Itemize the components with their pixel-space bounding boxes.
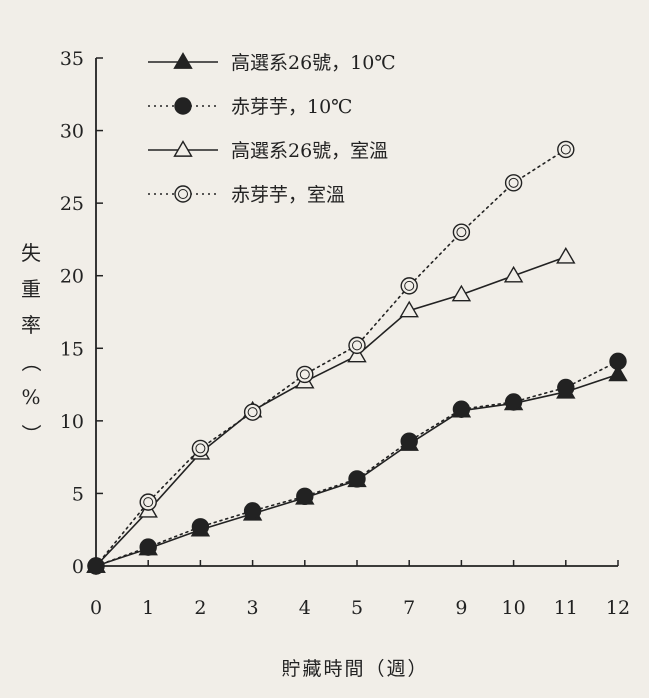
data-point (399, 300, 419, 318)
series-line-2 (95, 360, 619, 567)
data-point (191, 439, 210, 458)
data-point (243, 403, 262, 421)
data-point (452, 400, 471, 418)
y-tick-label: 10 (60, 411, 84, 433)
data-point (400, 432, 418, 450)
data-point-inner (352, 340, 362, 351)
data-point (452, 223, 471, 241)
y-tick-label: 15 (60, 338, 84, 360)
data-point (139, 538, 157, 556)
data-point (296, 487, 314, 506)
data-point (348, 470, 366, 488)
data-point (243, 502, 262, 520)
x-tick-label: 11 (554, 597, 578, 619)
y-tick-label: 20 (60, 266, 84, 288)
data-point-inner (299, 369, 310, 380)
data-point-inner (508, 177, 519, 188)
y-axis-label-char: % (21, 385, 40, 409)
x-tick-label: 0 (90, 597, 102, 619)
y-tick-label: 30 (60, 121, 84, 143)
x-tick-label: 5 (351, 597, 363, 619)
legend-marker-inner (178, 189, 188, 199)
data-point (556, 246, 576, 264)
x-tick-label: 9 (455, 597, 467, 619)
x-tick-label: 2 (194, 597, 206, 619)
legend-label: 赤芽芋，10℃ (231, 96, 352, 118)
y-ticks: 0 5 10 15 20 25 30 35 (60, 48, 103, 578)
axes (95, 58, 618, 567)
x-tick-label: 7 (403, 597, 415, 619)
data-point (503, 265, 524, 283)
x-tick-label: 12 (606, 597, 630, 619)
legend-marker (173, 52, 193, 69)
y-axis-label-char: 失 (21, 241, 41, 265)
series-line-4 (95, 148, 567, 567)
data-point (504, 174, 523, 192)
y-tick-label: 0 (72, 556, 84, 578)
series-3 (86, 246, 576, 573)
x-axis-label: 貯藏時間（週） (281, 658, 428, 680)
data-point-inner (247, 407, 258, 418)
data-point (347, 345, 367, 363)
y-tick-label: 5 (72, 483, 84, 505)
data-point-inner (456, 227, 467, 238)
y-tick-label: 35 (60, 48, 84, 70)
y-axis-label-char: （ (19, 352, 43, 372)
data-point (87, 557, 105, 575)
series-4 (87, 140, 575, 575)
legend-marker (173, 140, 193, 157)
legend-marker (174, 185, 192, 203)
data-point (504, 393, 523, 411)
x-tick-label: 10 (502, 597, 526, 619)
legend-item-3: 高選系26號，室溫 (148, 140, 388, 162)
series-2 (87, 352, 627, 575)
data-point (608, 364, 628, 382)
data-point (557, 140, 575, 159)
data-point (400, 277, 418, 295)
x-tick-label: 1 (142, 597, 154, 619)
data-point-inner (560, 144, 571, 155)
legend-item-4: 赤芽芋，室溫 (148, 184, 345, 206)
data-point-inner (404, 280, 415, 291)
legend-label: 赤芽芋，室溫 (231, 184, 345, 206)
legend-label: 高選系26號，10℃ (231, 52, 396, 74)
data-point (557, 378, 575, 397)
series-1 (86, 364, 628, 573)
data-point (348, 336, 366, 355)
legend-marker (174, 97, 192, 115)
y-axis-label: 失重率 （% ） (19, 241, 43, 444)
data-point (296, 365, 314, 384)
y-axis-label-char: 重 (21, 277, 41, 301)
series-line-3 (95, 256, 567, 567)
y-tick-label: 25 (60, 193, 84, 215)
series-layer (86, 140, 628, 575)
data-point (451, 284, 472, 302)
data-point-inner (195, 443, 206, 454)
data-point (191, 518, 210, 536)
legend-item-2: 赤芽芋，10℃ (148, 96, 352, 118)
x-tick-label: 4 (299, 597, 311, 619)
data-point (609, 352, 627, 371)
y-axis-label-char: ） (19, 424, 43, 444)
legend-item-1: 高選系26號，10℃ (148, 52, 396, 74)
x-ticks: 0 1 2 3 4 5 7 9 10 11 12 (90, 560, 630, 619)
data-point-inner (143, 497, 154, 508)
data-point (139, 493, 157, 511)
x-tick-label: 3 (247, 597, 259, 619)
y-axis-label-char: 率 (21, 313, 41, 337)
legend-label: 高選系26號，室溫 (231, 140, 388, 162)
